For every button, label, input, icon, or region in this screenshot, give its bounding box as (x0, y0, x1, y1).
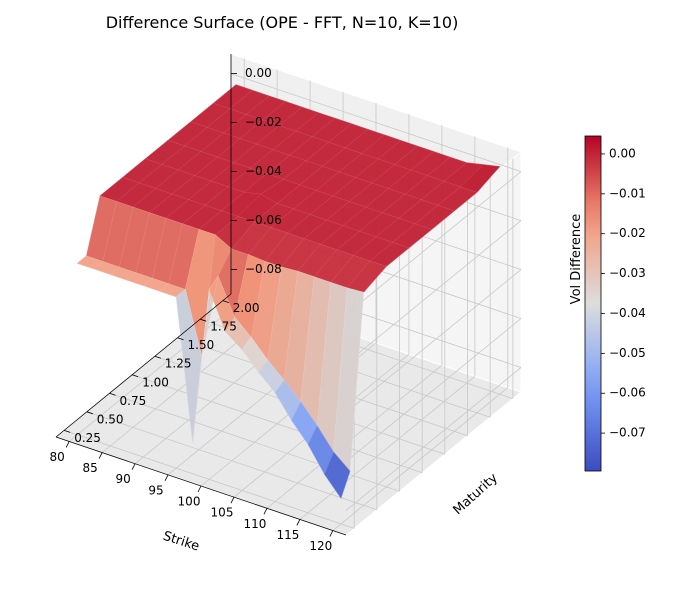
grid-line-z-back (230, 73, 522, 172)
x-tick (98, 452, 103, 459)
grid-line-x-floor (299, 376, 476, 520)
x-tick-label: 120 (309, 539, 332, 553)
chart-title: Difference Surface (OPE - FFT, N=10, K=1… (106, 13, 459, 32)
mesh-line-strike (159, 112, 319, 292)
colorbar-tick-label: −0.06 (609, 386, 646, 400)
z-axis-label: Vol Difference (569, 214, 584, 305)
x-tick-label: 105 (211, 506, 234, 520)
x-tick (296, 519, 301, 526)
x-tick (329, 530, 334, 537)
mesh-line-maturity (99, 195, 364, 293)
mesh-line-strike (291, 156, 451, 421)
grid-line-y-floor (86, 411, 377, 511)
y-tick-label: 1.25 (165, 357, 192, 371)
colorbar-tick-label: −0.05 (609, 346, 646, 360)
colorbar-ticks: 0.00 −0.01 −0.02 −0.03 −0.04 −0.05 −0.06 −0.07 (601, 146, 646, 440)
grid-line-z-left (345, 269, 522, 413)
z-tick-label: −0.08 (245, 262, 282, 276)
grid-line-z-left (345, 171, 522, 315)
mesh-line-maturity (190, 121, 455, 212)
colorbar-tick-label: 0.00 (609, 146, 636, 160)
mesh-line-strike (176, 117, 336, 297)
grid-line-z-left (345, 318, 522, 462)
mesh-line-strike (208, 129, 368, 290)
x-tick (131, 463, 136, 470)
grid-line-z-left (345, 367, 522, 511)
grid-line-y-floor (132, 374, 423, 474)
x-tick-label: 90 (115, 472, 130, 486)
x-tick (263, 508, 268, 515)
x-tick (164, 474, 169, 482)
grid-line-y-floor (64, 429, 355, 529)
y-tick-label: 1.50 (188, 338, 215, 352)
x-axis-label: Strike (161, 529, 201, 555)
x-tick-label: 100 (178, 495, 201, 509)
x-tick-label: 85 (82, 461, 97, 475)
x-tick (230, 496, 235, 504)
grid-line-x-floor (68, 298, 245, 442)
colorbar-tick-label: −0.03 (609, 266, 646, 280)
mesh-line-strike (258, 145, 418, 373)
mesh-line-strike (110, 95, 270, 275)
x-tick (197, 485, 202, 493)
mesh-line-strike (225, 134, 385, 332)
mesh-line-maturity (167, 140, 432, 230)
axis-ticks: 80 85 90 95 100 105 110 115 120 0.25 0.50 0.75 1.00 1… (50, 66, 334, 553)
mesh-line-maturity (86, 255, 351, 472)
y-tick (109, 392, 116, 396)
y-tick-label: 2.00 (233, 301, 260, 315)
mesh-line-strike (143, 106, 303, 286)
z-tick-label: −0.02 (245, 115, 282, 129)
x-tick (65, 441, 70, 448)
grid-line-y-floor (109, 392, 400, 492)
z-tick-label: −0.04 (245, 164, 282, 178)
y-tick (200, 318, 207, 322)
y-tick-label: 1.00 (142, 375, 169, 389)
mesh-line-maturity (235, 84, 500, 167)
y-axis-line (55, 293, 232, 438)
surface-patch (324, 451, 351, 499)
x-tick-label: 80 (50, 450, 65, 464)
y-tick-label: 0.25 (74, 431, 101, 445)
grid-line-x-floor (332, 387, 509, 531)
mesh-line-maturity (145, 158, 410, 249)
y-tick (64, 429, 71, 433)
colorbar-tick-label: −0.04 (609, 306, 646, 320)
colorbar-tick-label: −0.07 (609, 426, 646, 440)
y-tick-label: 1.75 (210, 320, 237, 334)
mesh-line-strike (77, 84, 237, 264)
mesh-line-strike (324, 164, 484, 475)
x-tick-label: 95 (148, 483, 163, 497)
mesh-line-strike (340, 166, 500, 499)
y-tick (177, 337, 184, 341)
x-tick-label: 110 (243, 517, 266, 531)
mesh-line-maturity (77, 263, 342, 499)
x-tick-label: 115 (276, 528, 299, 542)
colorbar: 0.00 −0.01 −0.02 −0.03 −0.04 −0.05 −0.06 −0.07 (584, 135, 646, 472)
y-tick (154, 355, 161, 359)
surface-mesh (77, 84, 501, 499)
y-tick (222, 300, 229, 304)
z-tick-label: −0.06 (245, 213, 282, 227)
colorbar-tick-label: −0.02 (609, 226, 646, 240)
y-axis-label: Maturity (450, 470, 501, 518)
colorbar-tick-label: −0.01 (609, 186, 646, 200)
mesh-line-strike (126, 101, 286, 281)
mesh-line-strike (192, 123, 352, 444)
y-tick-label: 0.75 (120, 394, 147, 408)
y-tick (132, 374, 139, 378)
mesh-line-maturity (122, 177, 387, 267)
colorbar-gradient (584, 135, 602, 472)
mesh-line-strike (307, 162, 467, 445)
grid-line-z-left (345, 220, 522, 364)
mesh-line-strike (274, 151, 434, 393)
mesh-line-strike (241, 140, 401, 350)
y-tick-label: 0.50 (97, 412, 124, 426)
mesh-line-strike (93, 90, 253, 270)
mesh-line-maturity (213, 102, 478, 193)
y-tick (86, 411, 93, 415)
z-tick-label: 0.00 (245, 66, 272, 80)
